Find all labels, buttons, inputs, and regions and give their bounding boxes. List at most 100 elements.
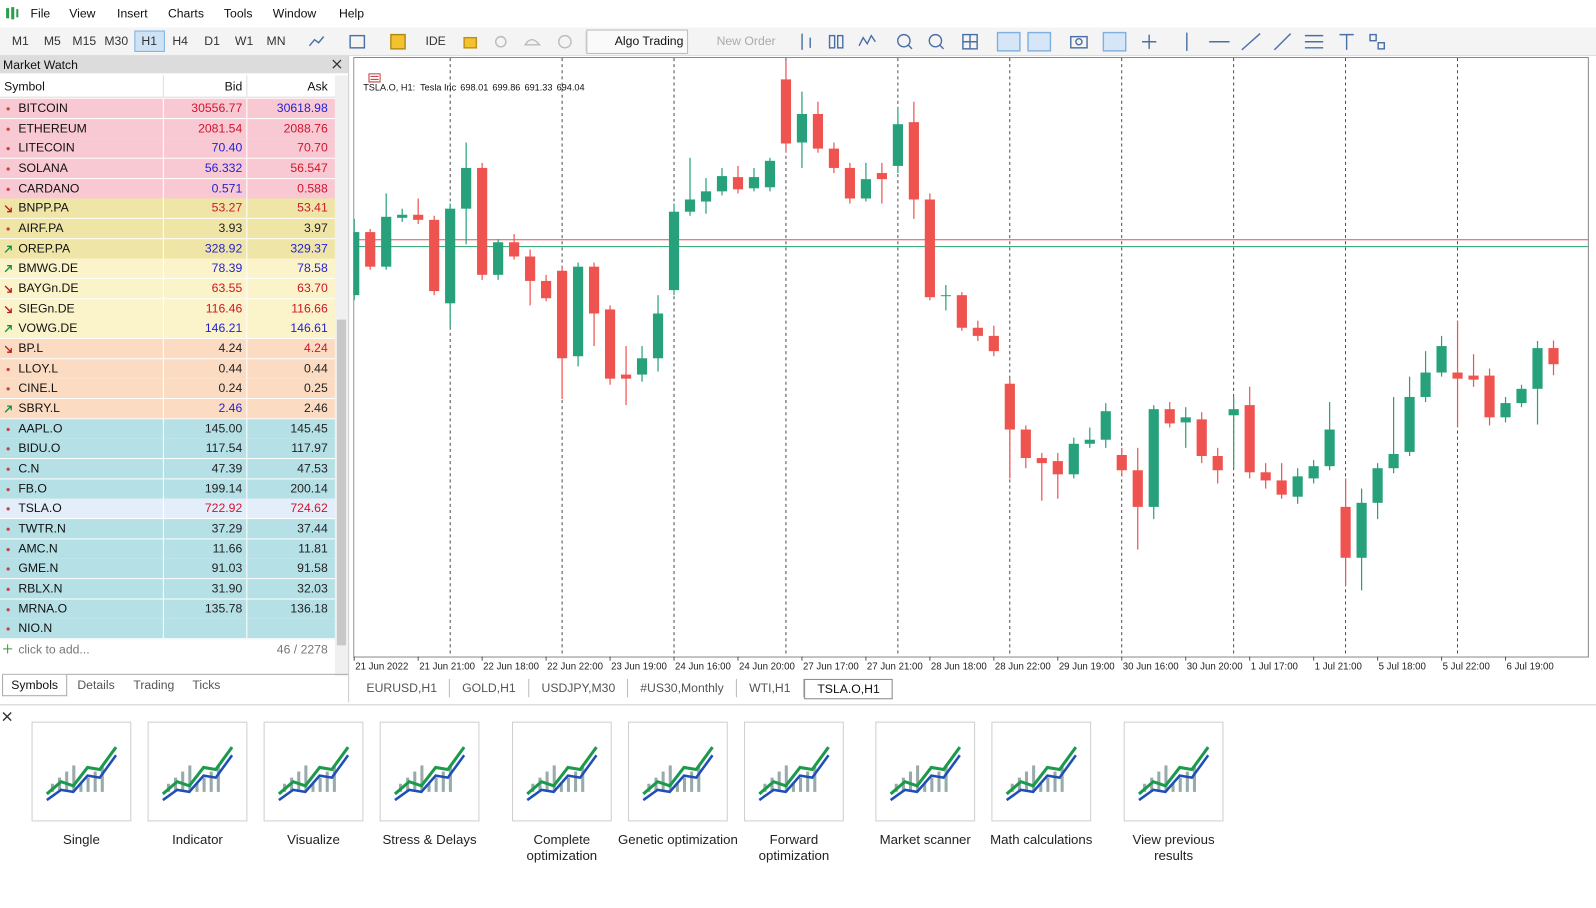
chart-tab[interactable]: WTI,H1 [737, 678, 804, 698]
symbol-row[interactable]: MRNA.O 135.78 136.18 [0, 599, 335, 620]
icon-line [889, 754, 961, 802]
dot [6, 127, 10, 131]
chart-tab[interactable]: EURUSD,H1 [354, 678, 451, 698]
timeframe-button[interactable]: H4 [172, 33, 188, 48]
symbol-row[interactable]: SIEGn.DE 116.46 116.66 [0, 298, 335, 320]
symbol-row[interactable]: GME.N 91.03 91.58 [0, 558, 335, 580]
timeframe-button[interactable]: H1 [133, 30, 165, 52]
timeframe-button[interactable]: MN [266, 33, 286, 48]
panel-tab[interactable]: Trading [133, 677, 175, 693]
symbol-row[interactable]: VOWG.DE 146.21 146.61 [0, 318, 335, 340]
panel-tab[interactable]: Details [77, 677, 115, 693]
symbol-row[interactable]: RBLX.N 31.90 32.03 [0, 578, 335, 600]
symbol-row[interactable]: LLOY.L 0.44 0.44 [0, 358, 335, 380]
symbol-row[interactable]: BITCOIN 30556.77 30618.98 [0, 98, 335, 120]
symbol-row[interactable]: AMC.N 11.66 11.81 [0, 538, 335, 560]
arrow-down [4, 285, 12, 293]
tester-tile[interactable] [1123, 721, 1224, 822]
symbol-row[interactable]: BIDU.O 117.54 117.97 [0, 438, 335, 460]
scroll-thumb[interactable] [336, 319, 347, 646]
symbol-row[interactable]: CARDANO 0.571 0.588 [0, 178, 335, 200]
tester-tile[interactable] [628, 721, 728, 822]
tester-tile[interactable] [31, 721, 132, 822]
bid: 117.54 [205, 440, 243, 456]
symbol-row[interactable]: BAYGn.DE 63.55 63.70 [0, 278, 335, 300]
symbol: LLOY.L [18, 360, 59, 376]
symbol-row[interactable]: SBRY.L 2.46 2.46 [0, 398, 335, 420]
chart-tab[interactable]: USDJPY,M30 [529, 678, 629, 698]
chart-tab[interactable]: GOLD,H1 [450, 678, 529, 698]
symbol-row[interactable]: BP.L 4.24 4.24 [0, 338, 335, 360]
symbol-row[interactable]: TWTR.N 37.29 37.44 [0, 518, 335, 540]
column-divider [246, 298, 248, 319]
symbol-row[interactable]: CINE.L 0.24 0.25 [0, 378, 335, 400]
menu-item[interactable]: Charts [167, 6, 204, 21]
icon-bar [202, 777, 206, 792]
tester-tile[interactable] [263, 721, 364, 822]
tester-tile[interactable] [147, 721, 248, 822]
menu-item[interactable]: File [30, 6, 51, 21]
tester-tile[interactable] [875, 721, 976, 822]
column-divider [162, 138, 164, 159]
icon-bar [441, 771, 445, 792]
chart-tab[interactable]: #US30,Monthly [628, 678, 737, 698]
column-divider [162, 118, 164, 139]
scrollbar[interactable] [334, 75, 349, 676]
menu-item[interactable]: Help [338, 6, 365, 21]
icon-bar [1185, 771, 1189, 792]
menu-item[interactable]: View [69, 6, 96, 21]
menu-item[interactable]: Tools [223, 6, 253, 21]
symbol-row[interactable]: LITECOIN 70.40 70.70 [0, 138, 335, 160]
candle-body [1404, 396, 1415, 452]
symbol-row[interactable]: NIO.N [0, 619, 335, 640]
close-button[interactable] [332, 59, 342, 69]
column-divider [162, 398, 164, 419]
toolbar-button[interactable]: IDE [425, 33, 446, 48]
symbol: LITECOIN [18, 140, 75, 156]
timeframe-button[interactable]: M15 [72, 33, 97, 48]
symbol-row[interactable]: AAPL.O 145.00 145.45 [0, 418, 335, 440]
symbol-row[interactable]: BNPP.PA 53.27 53.41 [0, 198, 335, 220]
column-divider [162, 619, 164, 639]
add-symbol[interactable]: click to add... [18, 642, 90, 657]
timeframe-button[interactable]: M1 [11, 33, 29, 48]
tester-tile[interactable] [991, 721, 1092, 822]
column-divider [162, 218, 164, 239]
icon-bar [1178, 777, 1182, 792]
column-divider [246, 238, 248, 259]
menu-item[interactable]: Window [272, 6, 317, 21]
arrow-down [4, 205, 12, 213]
symbol-row[interactable]: BMWG.DE 78.39 78.58 [0, 258, 335, 280]
bid: 11.66 [212, 541, 243, 556]
chart-tab[interactable]: TSLA.O,H1 [804, 678, 894, 700]
tester-tile[interactable] [511, 721, 612, 822]
tester-tile[interactable] [379, 721, 480, 822]
close-button[interactable] [2, 711, 12, 722]
symbol-row[interactable]: FB.O 199.14 200.14 [0, 478, 335, 500]
symbol: GME.N [18, 561, 59, 576]
column-divider [246, 338, 248, 359]
panel-tab[interactable]: Ticks [192, 677, 221, 693]
column-divider [162, 298, 164, 319]
toolbar-button[interactable]: New Order [716, 33, 776, 48]
timeframe-button[interactable]: W1 [234, 33, 254, 48]
symbol-row[interactable]: AIRF.PA 3.93 3.97 [0, 218, 335, 240]
symbol-row[interactable]: C.N 47.39 47.53 [0, 458, 335, 480]
timeframe-button[interactable]: D1 [204, 33, 220, 48]
toolbar-button[interactable]: Algo Trading [614, 33, 684, 48]
timeframe-button[interactable]: M5 [43, 33, 61, 48]
bid: 145.00 [204, 420, 243, 436]
tester-tile[interactable] [744, 721, 844, 822]
timeframe-button[interactable]: M30 [104, 33, 129, 48]
symbol-row[interactable]: ETHEREUM 2081.54 2088.76 [0, 118, 335, 140]
menu-item[interactable]: Insert [117, 6, 148, 21]
icon-bar [813, 765, 817, 792]
panel-tab[interactable]: Symbols [2, 674, 68, 697]
symbol-row[interactable]: TSLA.O 722.92 724.62 [0, 498, 335, 520]
candle-body [812, 113, 824, 149]
symbol-row[interactable]: SOLANA 56.332 56.547 [0, 158, 335, 180]
dot [6, 627, 10, 631]
symbol-row[interactable]: OREP.PA 328.92 329.37 [0, 238, 335, 260]
bid: 0.571 [211, 180, 243, 196]
x-tick-label: 1 Jul 21:00 [1315, 662, 1362, 673]
